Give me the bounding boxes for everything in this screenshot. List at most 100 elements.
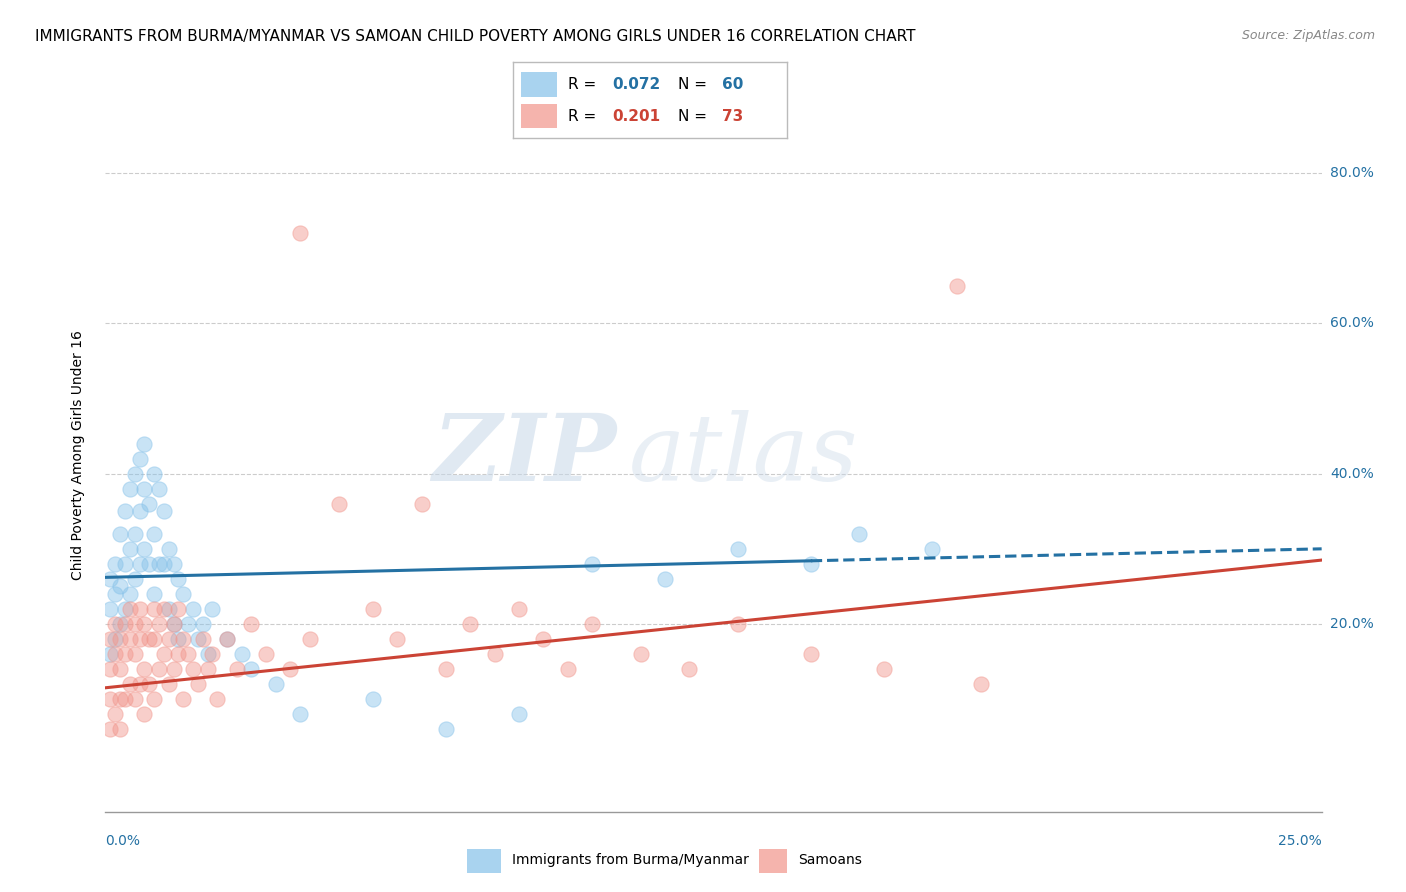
- Point: [124, 467, 146, 481]
- Point: [128, 677, 150, 691]
- Y-axis label: Child Poverty Among Girls Under 16: Child Poverty Among Girls Under 16: [70, 330, 84, 580]
- Point: [434, 662, 457, 676]
- Point: [148, 557, 170, 571]
- Point: [172, 587, 194, 601]
- Point: [134, 662, 156, 676]
- Point: [848, 526, 870, 541]
- Point: [128, 557, 150, 571]
- Point: [134, 616, 156, 631]
- Point: [138, 632, 160, 646]
- Point: [288, 707, 311, 722]
- Point: [162, 662, 184, 676]
- Point: [278, 662, 301, 676]
- Text: 60: 60: [721, 77, 742, 92]
- Point: [108, 662, 131, 676]
- Point: [108, 632, 131, 646]
- Point: [727, 616, 749, 631]
- Point: [288, 227, 311, 241]
- Point: [138, 557, 160, 571]
- Point: [138, 677, 160, 691]
- Text: 0.201: 0.201: [612, 109, 659, 124]
- Point: [118, 587, 141, 601]
- Point: [254, 647, 277, 661]
- Point: [187, 677, 209, 691]
- Point: [167, 632, 190, 646]
- Point: [181, 602, 204, 616]
- Point: [124, 572, 146, 586]
- Point: [201, 647, 224, 661]
- Point: [128, 602, 150, 616]
- Point: [138, 497, 160, 511]
- Point: [143, 587, 166, 601]
- Point: [124, 692, 146, 706]
- Text: ZIP: ZIP: [432, 410, 616, 500]
- Point: [921, 541, 943, 556]
- Point: [508, 707, 530, 722]
- Point: [98, 572, 121, 586]
- Point: [187, 632, 209, 646]
- Text: Samoans: Samoans: [799, 853, 862, 867]
- Text: 60.0%: 60.0%: [1330, 317, 1374, 330]
- Point: [114, 504, 136, 518]
- Point: [143, 602, 166, 616]
- Point: [484, 647, 506, 661]
- Point: [157, 541, 180, 556]
- Point: [98, 662, 121, 676]
- Point: [104, 557, 127, 571]
- Text: Source: ZipAtlas.com: Source: ZipAtlas.com: [1241, 29, 1375, 42]
- Point: [508, 602, 530, 616]
- Point: [531, 632, 554, 646]
- Point: [945, 279, 967, 293]
- Point: [167, 602, 190, 616]
- Point: [124, 526, 146, 541]
- Point: [114, 602, 136, 616]
- Point: [108, 692, 131, 706]
- Point: [143, 467, 166, 481]
- Point: [153, 557, 176, 571]
- Point: [167, 572, 190, 586]
- Point: [104, 707, 127, 722]
- Point: [162, 557, 184, 571]
- Text: 0.072: 0.072: [612, 77, 661, 92]
- Point: [217, 632, 239, 646]
- Text: IMMIGRANTS FROM BURMA/MYANMAR VS SAMOAN CHILD POVERTY AMONG GIRLS UNDER 16 CORRE: IMMIGRANTS FROM BURMA/MYANMAR VS SAMOAN …: [35, 29, 915, 44]
- Point: [207, 692, 229, 706]
- Point: [134, 707, 156, 722]
- Text: N =: N =: [678, 77, 711, 92]
- Point: [157, 602, 180, 616]
- Text: R =: R =: [568, 109, 602, 124]
- Point: [800, 557, 823, 571]
- Point: [191, 632, 214, 646]
- Point: [118, 677, 141, 691]
- Point: [873, 662, 896, 676]
- Point: [177, 647, 200, 661]
- Point: [201, 602, 224, 616]
- Point: [181, 662, 204, 676]
- Point: [143, 692, 166, 706]
- Text: 40.0%: 40.0%: [1330, 467, 1374, 481]
- Point: [581, 557, 603, 571]
- Point: [153, 602, 176, 616]
- Point: [361, 692, 384, 706]
- Point: [153, 647, 176, 661]
- Point: [231, 647, 253, 661]
- Point: [143, 632, 166, 646]
- Point: [167, 647, 190, 661]
- Point: [157, 677, 180, 691]
- Point: [114, 557, 136, 571]
- Point: [143, 526, 166, 541]
- Point: [118, 632, 141, 646]
- Point: [124, 647, 146, 661]
- Point: [162, 616, 184, 631]
- Text: Immigrants from Burma/Myanmar: Immigrants from Burma/Myanmar: [512, 853, 748, 867]
- Text: 0.0%: 0.0%: [105, 834, 141, 848]
- Point: [328, 497, 350, 511]
- Point: [678, 662, 700, 676]
- Point: [298, 632, 321, 646]
- Point: [128, 451, 150, 466]
- Point: [727, 541, 749, 556]
- FancyBboxPatch shape: [467, 848, 501, 873]
- Point: [104, 647, 127, 661]
- Point: [98, 632, 121, 646]
- Point: [124, 616, 146, 631]
